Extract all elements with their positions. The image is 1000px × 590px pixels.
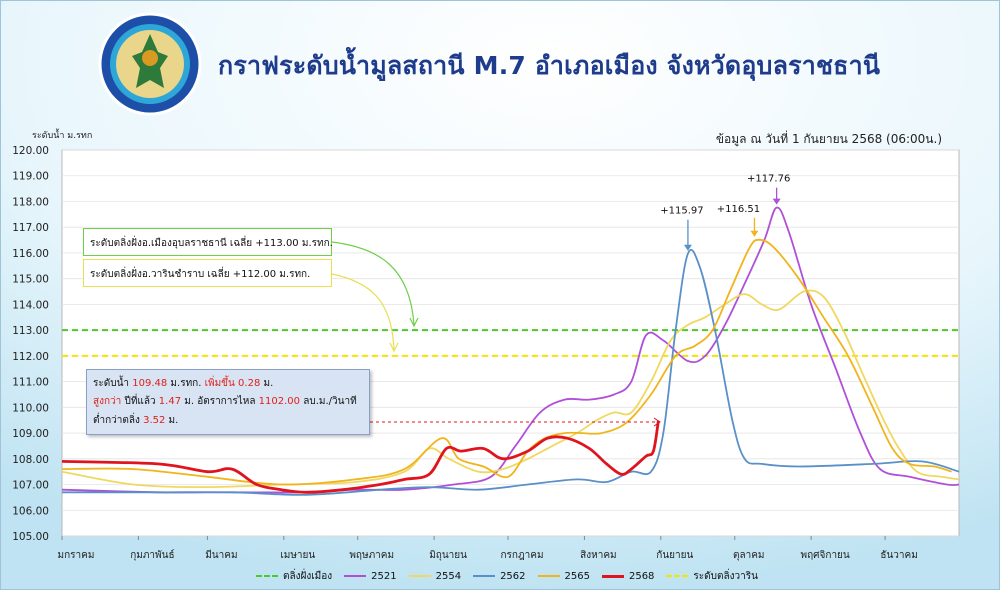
x-tick-label: มิถุนายน [429, 550, 467, 561]
page-title: กราฟระดับน้ำมูลสถานี M.7 อำเภอเมือง จังห… [218, 51, 881, 80]
compare-ref: ปีที่แล้ว [124, 396, 156, 407]
change-label: เพิ่มขึ้น [204, 378, 235, 389]
x-tick-label: เมษายน [280, 550, 315, 561]
y-tick-label: 107.00 [12, 480, 49, 492]
legend-item-bank-muang: ตลิ่งฝั่งเมือง [256, 569, 332, 584]
compare-diff: 1.47 [158, 396, 182, 407]
below-bank-value: 3.52 [143, 415, 166, 426]
below-bank-unit: ม. [168, 415, 179, 426]
logo [96, 12, 204, 120]
legend-item-2565: 2565 [537, 571, 590, 582]
y-tick-label: 108.00 [12, 454, 49, 466]
y-tick-label: 117.00 [12, 222, 49, 234]
y-axis-label: ระดับน้ำ ม.รทก [32, 131, 93, 141]
y-tick-label: 109.00 [12, 428, 49, 440]
warin-note-connector [331, 273, 395, 351]
compare-label: สูงกว่า [93, 396, 122, 407]
y-tick-label: 116.00 [12, 248, 49, 260]
peak-arrowhead [683, 244, 692, 251]
warin-bank-note: ระดับตลิ่งฝั่งอ.วารินชำราบ เฉลี่ย +112.0… [83, 259, 332, 287]
y-tick-label: 118.00 [12, 196, 49, 208]
y-tick-label: 113.00 [12, 325, 49, 337]
x-tick-label: มีนาคม [205, 549, 237, 561]
x-tick-label: พฤษภาคม [349, 550, 394, 561]
series-line-2565 [61, 238, 952, 486]
muang-note-arrowhead [409, 317, 419, 328]
status-row-level: ระดับน้ำ 109.48 ม.รทก. เพิ่มขึ้น 0.28 ม. [93, 376, 273, 391]
legend-item-2568: 2568 [601, 571, 654, 582]
peak-arrowhead [772, 198, 781, 205]
peak-label: +115.97 [660, 206, 703, 217]
legend-item-2521: 2521 [344, 571, 397, 582]
x-tick-label: พฤศจิกายน [801, 550, 850, 561]
chart-legend: ตลิ่งฝั่งเมือง 2521 2554 2562 2565 2568 … [256, 568, 770, 584]
y-tick-label: 106.00 [12, 505, 49, 517]
y-tick-label: 111.00 [12, 377, 49, 389]
series-line-2562 [62, 248, 960, 496]
legend-item-2554: 2554 [408, 571, 461, 582]
y-tick-label: 112.00 [12, 351, 49, 363]
y-tick-label: 115.00 [12, 274, 49, 286]
flow-unit: ลบ.ม./วินาที [303, 396, 357, 407]
data-date-note: ข้อมูล ณ วันที่ 1 กันยายน 2568 (06:00น.) [715, 132, 942, 146]
peak-label: +117.76 [747, 174, 790, 185]
level-unit: ม.รทก. [170, 378, 202, 389]
x-tick-label: กุมภาพันธ์ [130, 549, 174, 561]
current-status-box: ระดับน้ำ 109.48 ม.รทก. เพิ่มขึ้น 0.28 ม.… [86, 369, 370, 435]
plot-area [61, 149, 960, 537]
series-line-2554 [61, 289, 960, 488]
below-bank-label: ต่ำกว่าตลิ่ง [93, 415, 140, 426]
y-tick-label: 105.00 [12, 531, 49, 543]
y-tick-label: 114.00 [12, 299, 49, 311]
flow-value: 1102.00 [258, 396, 301, 407]
series-line-2568 [61, 420, 660, 494]
y-tick-label: 110.00 [12, 402, 49, 414]
peak-arrowhead [750, 230, 759, 237]
y-tick-label: 120.00 [12, 145, 49, 157]
status-row-compare: สูงกว่า ปีที่แล้ว 1.47 ม. อัตราการไหล 11… [93, 394, 357, 409]
y-tick-label: 119.00 [12, 171, 49, 183]
legend-item-bank-warin: ระดับตลิ่งวาริน [666, 569, 758, 584]
x-tick-label: กันยายน [656, 550, 693, 561]
x-tick-label: กรกฎาคม [500, 550, 543, 561]
change-unit: ม. [263, 378, 274, 389]
status-row-bank: ต่ำกว่าตลิ่ง 3.52 ม. [93, 413, 178, 428]
level-label: ระดับน้ำ [93, 378, 130, 389]
flow-label: ม. อัตราการไหล [184, 396, 256, 407]
current-level-arrowhead [653, 417, 661, 427]
level-value: 109.48 [132, 378, 168, 389]
peak-label: +116.51 [717, 204, 760, 215]
change-value: 0.28 [238, 378, 261, 389]
x-tick-label: สิงหาคม [580, 550, 616, 561]
muang-note-connector [331, 241, 415, 326]
warin-note-arrowhead [389, 342, 399, 353]
legend-item-2562: 2562 [473, 571, 526, 582]
x-tick-label: มกราคม [58, 550, 95, 561]
muang-bank-note: ระดับตลิ่งฝั่งอ.เมืองอุบลราชธานี เฉลี่ย … [83, 228, 333, 256]
x-tick-label: ตุลาคม [733, 550, 765, 561]
x-tick-label: ธันวาคม [880, 550, 917, 561]
